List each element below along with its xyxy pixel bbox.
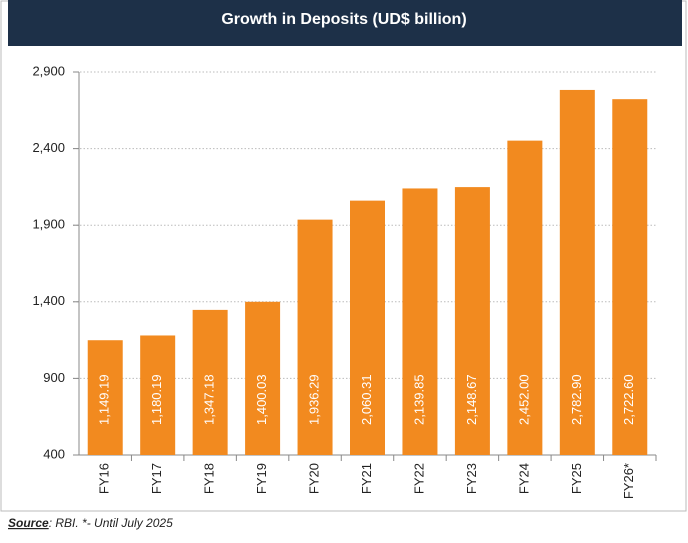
x-tick-label: FY18	[202, 463, 217, 494]
x-tick-label: FY21	[359, 463, 374, 494]
y-tick-label: 2,900	[32, 63, 65, 78]
value-label: 2,148.67	[464, 374, 479, 425]
value-label: 1,180.19	[149, 374, 164, 425]
x-tick-label: FY22	[411, 463, 426, 494]
y-tick-label: 1,900	[32, 217, 65, 232]
value-label: 2,452.00	[516, 374, 531, 425]
bar	[140, 335, 176, 455]
x-tick-label: FY20	[306, 463, 321, 494]
bar	[454, 187, 490, 455]
x-tick-label: FY25	[569, 463, 584, 494]
bar	[87, 340, 123, 455]
bar	[245, 301, 281, 455]
value-label: 2,139.85	[411, 374, 426, 425]
bar	[612, 99, 648, 456]
bar	[507, 140, 543, 455]
x-tick-label: FY17	[149, 463, 164, 494]
x-tick-label: FY24	[516, 463, 531, 494]
y-tick-label: 400	[43, 446, 65, 461]
value-label: 2,060.31	[359, 374, 374, 425]
x-tick-label: FY19	[254, 463, 269, 494]
source-label: Source	[8, 516, 49, 530]
value-label: 1,149.19	[97, 374, 112, 425]
value-label: 1,400.03	[254, 374, 269, 425]
bar	[350, 200, 385, 455]
bar	[297, 219, 333, 455]
value-label: 2,722.60	[621, 374, 636, 425]
value-label: 1,347.18	[202, 374, 217, 425]
y-tick-label: 900	[43, 370, 65, 385]
bar	[402, 188, 438, 455]
x-tick-label: FY23	[464, 463, 479, 494]
value-label: 1,936.29	[306, 374, 321, 425]
chart-title: Growth in Deposits (UD$ billion)	[221, 11, 466, 28]
source: Source: RBI. *- Until July 2025	[8, 516, 173, 530]
title-bar	[8, 0, 682, 46]
value-label: 2,782.90	[569, 374, 584, 425]
y-tick-label: 1,400	[32, 293, 65, 308]
x-tick-label: FY26*	[621, 463, 636, 499]
x-tick-label: FY16	[97, 463, 112, 494]
bar	[559, 89, 595, 455]
y-tick-label: 2,400	[32, 140, 65, 155]
bar	[192, 309, 228, 455]
source-text: : RBI. *- Until July 2025	[49, 516, 173, 530]
